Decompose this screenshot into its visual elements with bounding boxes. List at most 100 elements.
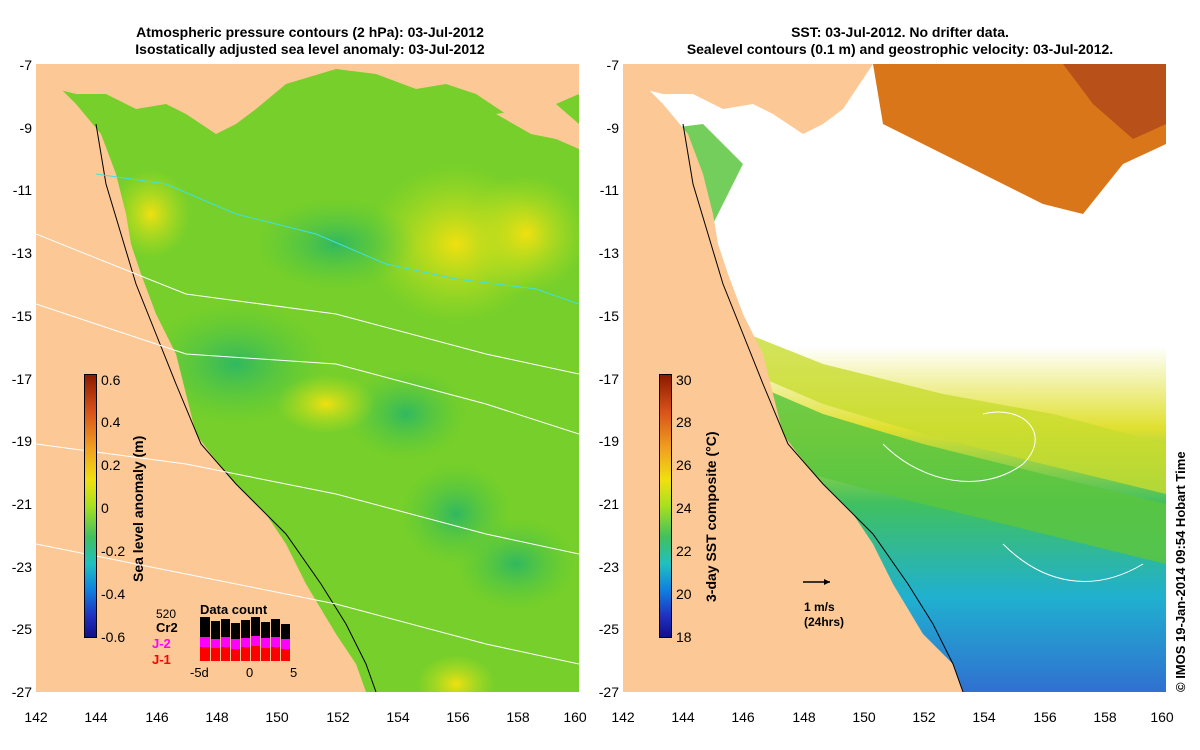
lon-tick-left: 146 <box>145 709 169 725</box>
lon-tick-left: 154 <box>386 709 410 725</box>
sst-cb-tick-2: 26 <box>676 457 692 473</box>
lat-tick-left: -17 <box>11 371 32 387</box>
sea-level-map-svg <box>36 64 579 692</box>
lon-tick-right: 144 <box>671 709 695 725</box>
sla-high-patch <box>276 374 376 434</box>
sla-cb-tick-1: 0.4 <box>101 414 121 430</box>
sst-cb-tick-5: 20 <box>676 586 692 602</box>
sst-map[interactable] <box>623 64 1166 692</box>
sea-level-map[interactable] <box>36 64 579 692</box>
sla-low-patch <box>456 519 576 609</box>
sealevel-contour <box>1002 543 1144 582</box>
data-count-xtick-2: 5 <box>290 665 298 680</box>
lat-tick-right: -15 <box>598 308 619 324</box>
sla-cb-tick-3: 0 <box>101 500 109 516</box>
left-title-line1: Atmospheric pressure contours (2 hPa): 0… <box>136 24 484 40</box>
lat-tick-right: -9 <box>606 120 619 136</box>
sla-high-patch <box>466 174 579 294</box>
sst-colorbar-title: 3-day SST composite (°C) <box>703 431 719 602</box>
lon-tick-left: 144 <box>84 709 108 725</box>
lat-tick-right: -11 <box>599 182 619 198</box>
lon-tick-right: 158 <box>1093 709 1117 725</box>
sla-low-patch <box>346 369 466 459</box>
lat-tick-left: -23 <box>11 559 32 575</box>
sst-cb-tick-3: 24 <box>676 500 692 516</box>
sla-cb-tick-4: -0.2 <box>101 543 126 559</box>
sla-high-patch <box>111 169 191 259</box>
lon-tick-left: 148 <box>205 709 229 725</box>
lat-tick-left: -9 <box>19 120 32 136</box>
lat-tick-left: -19 <box>11 433 32 449</box>
australia-land <box>623 64 963 692</box>
data-count-xtick-0: -5d <box>190 665 209 680</box>
pressure-contour <box>36 233 579 375</box>
lat-tick-right: -7 <box>606 57 619 73</box>
australia-land <box>36 64 366 692</box>
lon-tick-left: 158 <box>506 709 530 725</box>
lat-tick-right: -17 <box>598 371 619 387</box>
sst-colorbar <box>659 374 672 638</box>
lon-tick-right: 148 <box>792 709 816 725</box>
sla-colorbar <box>84 374 97 638</box>
lon-tick-right: 142 <box>611 709 635 725</box>
sst-cb-tick-1: 28 <box>676 414 692 430</box>
sla-cb-tick-6: -0.6 <box>101 629 126 645</box>
lat-tick-right: -21 <box>598 496 619 512</box>
lon-tick-left: 150 <box>265 709 289 725</box>
sealevel-contour <box>922 153 1166 255</box>
mission-j1: J-1 <box>152 652 171 667</box>
sst-map-svg <box>623 64 1166 692</box>
lat-tick-left: -7 <box>19 57 32 73</box>
pressure-contour <box>36 543 579 665</box>
lat-tick-right: -13 <box>598 245 619 261</box>
mission-j2: J-2 <box>152 636 171 651</box>
shelf-contour <box>95 123 377 692</box>
pressure-contour <box>36 443 579 555</box>
sla-cb-tick-0: 0.6 <box>101 372 121 388</box>
png-peninsula <box>496 104 579 149</box>
lat-tick-right: -19 <box>598 433 619 449</box>
lat-tick-left: -15 <box>11 308 32 324</box>
right-title: SST: 03-Jul-2012. No drifter data. Seale… <box>640 24 1160 58</box>
sla-high-patch <box>416 654 496 692</box>
mission-cr2: Cr2 <box>156 620 178 635</box>
right-title-line2: Sealevel contours (0.1 m) and geostrophi… <box>686 41 1114 57</box>
left-title-line2: Isostatically adjusted sea level anomaly… <box>135 41 485 57</box>
imos-credit: © IMOS 19-Jan-2014 09:54 Hobart Time <box>1173 451 1188 692</box>
lat-tick-left: -13 <box>11 245 32 261</box>
scale-arrow-sublabel: (24hrs) <box>804 615 845 629</box>
sst-hot-patch <box>1063 64 1166 139</box>
left-title: Atmospheric pressure contours (2 hPa): 0… <box>60 24 560 58</box>
pressure-contour <box>36 303 579 435</box>
lat-tick-right: -27 <box>598 684 619 700</box>
lat-tick-right: -25 <box>598 621 619 637</box>
sst-cb-tick-0: 30 <box>676 372 692 388</box>
scale-arrowhead <box>824 579 830 585</box>
png-land <box>36 64 579 134</box>
sla-cb-tick-5: -0.4 <box>101 586 126 602</box>
sst-cb-tick-6: 18 <box>676 629 692 645</box>
lon-tick-left: 142 <box>24 709 48 725</box>
lon-tick-right: 146 <box>731 709 755 725</box>
sst-yellow-band <box>723 324 1166 494</box>
shelf-contour <box>682 123 964 692</box>
sst-cb-tick-4: 22 <box>676 543 692 559</box>
data-count-max: 520 <box>156 607 177 621</box>
lon-tick-right: 150 <box>852 709 876 725</box>
lon-tick-left: 152 <box>326 709 350 725</box>
data-count-chart <box>200 617 290 661</box>
data-count-title: Data count <box>200 602 268 617</box>
lat-tick-left: -25 <box>11 621 32 637</box>
lat-tick-left: -21 <box>11 496 32 512</box>
scale-arrow-label: 1 m/s <box>804 600 835 614</box>
data-count-bars <box>200 617 290 661</box>
sla-colorbar-title: Sea level anomaly (m) <box>130 435 146 582</box>
right-title-line1: SST: 03-Jul-2012. No drifter data. <box>791 24 1009 40</box>
lon-tick-right: 152 <box>912 709 936 725</box>
lon-tick-right: 156 <box>1033 709 1057 725</box>
sealevel-contour <box>882 411 1036 482</box>
sla-zero-contour <box>95 173 579 305</box>
lon-tick-left: 156 <box>446 709 470 725</box>
lat-tick-left: -11 <box>12 182 32 198</box>
lon-tick-left: 160 <box>563 709 587 725</box>
